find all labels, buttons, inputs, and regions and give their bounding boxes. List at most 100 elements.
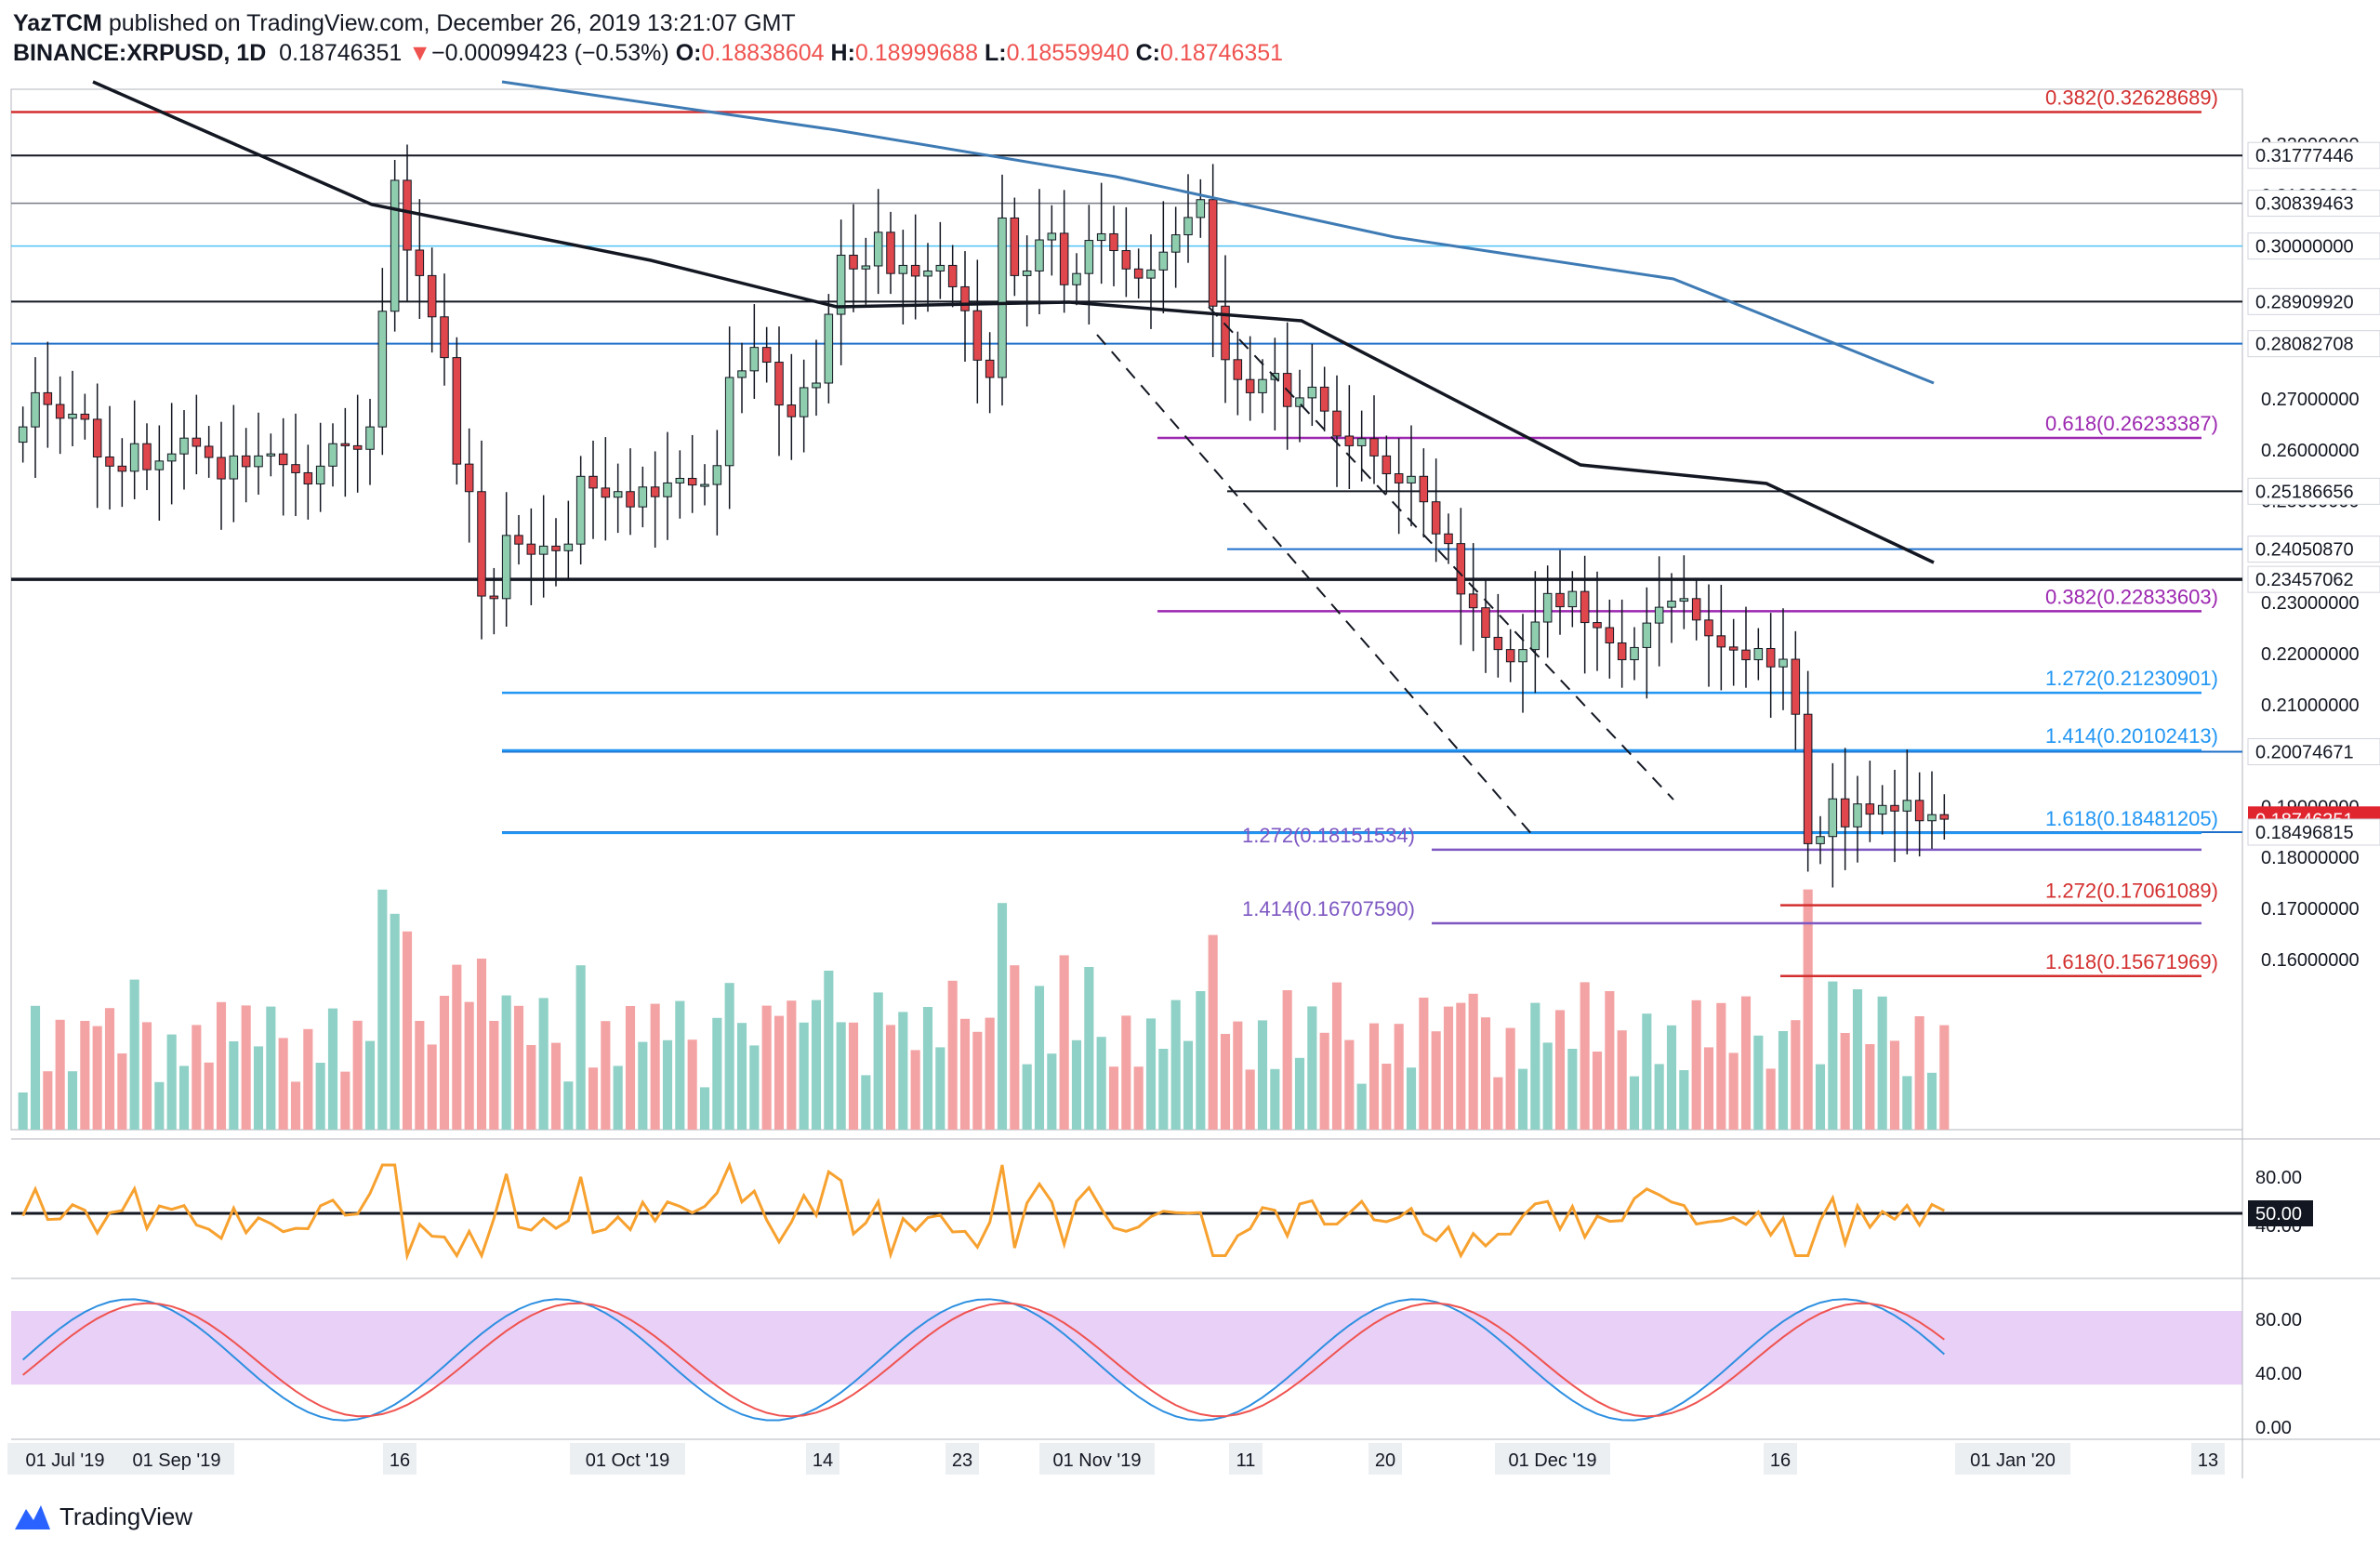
volume-bar (1865, 1044, 1875, 1130)
volume-bar (575, 965, 586, 1130)
volume-bar (1368, 1023, 1380, 1130)
volume-bar (80, 1021, 90, 1130)
price-tick-label: 0.26000000 (2261, 441, 2360, 461)
volume-bar (290, 1081, 301, 1130)
channel-line (1208, 306, 1674, 801)
x-tick-box (1039, 1443, 1155, 1475)
fib-label: 1.272(0.17061089) (2045, 880, 2218, 903)
stoch-tick-label: 80.00 (2255, 1310, 2302, 1331)
candle-body (675, 477, 685, 483)
candle-body (1530, 621, 1540, 651)
x-tick-label: 01 Nov '19 (1053, 1450, 1142, 1471)
volume-bar (1270, 1068, 1280, 1130)
volume-bar (811, 1000, 822, 1130)
rsi-tick-label: 80.00 (2255, 1168, 2302, 1188)
fib-label: 0.382(0.32628689) (2045, 86, 2218, 110)
candle-body (1245, 378, 1255, 393)
volume-bar (1778, 1031, 1789, 1130)
low-value: 0.18559940 (1006, 40, 1130, 66)
candle-body (799, 387, 809, 417)
volume-bar (1233, 1021, 1243, 1130)
level-label-box (2247, 287, 2380, 315)
candle-body (440, 316, 449, 359)
volume-bar (1517, 1068, 1528, 1130)
stoch-d-line (22, 1302, 1945, 1418)
tradingview-brand: TradingView (60, 1502, 193, 1530)
candle-body (1791, 658, 1801, 715)
volume-bar (1133, 1066, 1144, 1130)
candle-body (1084, 240, 1094, 274)
volume-bar (1691, 1000, 1701, 1130)
candle-body (1716, 635, 1726, 648)
candle-body (241, 455, 251, 468)
x-tick-label: 01 Dec '19 (1509, 1450, 1597, 1471)
volume-bar (1605, 991, 1615, 1130)
candle-body (960, 285, 970, 311)
volume-bar (266, 1006, 276, 1130)
volume-bar (1208, 934, 1218, 1130)
candle-body (464, 463, 474, 493)
author-name[interactable]: YazTCM (13, 10, 102, 36)
symbol-label[interactable]: BINANCE:XRPUSD, 1D (13, 40, 267, 66)
x-tick-label: 11 (1236, 1450, 1256, 1471)
candle-body (1221, 305, 1230, 361)
candle-body (1059, 232, 1069, 285)
fib-label: 1.618(0.18481205) (2045, 807, 2218, 830)
candle-body (1765, 648, 1776, 668)
volume-bar (204, 1062, 214, 1130)
volume-bar (712, 1017, 722, 1130)
volume-bar (402, 931, 413, 1130)
candle-body (1617, 642, 1627, 661)
x-tick-label: 01 Oct '19 (586, 1450, 670, 1471)
volume-bar (1852, 989, 1863, 1130)
chart-header-ohlc: BINANCE:XRPUSD, 1D 0.18746351 ▼−0.000994… (13, 39, 1283, 67)
volume-bar (1554, 1010, 1566, 1130)
candle-body (501, 535, 511, 600)
candle-body (1902, 800, 1912, 812)
volume-bar (761, 1005, 772, 1130)
volume-bar (972, 1031, 983, 1130)
fib-label: 1.272(0.18151534) (1242, 824, 1415, 847)
candle-body (1307, 386, 1317, 399)
candle-body (601, 487, 611, 498)
candle-body (1654, 606, 1664, 624)
volume-bar (1121, 1015, 1131, 1130)
candle-body (1356, 438, 1367, 446)
volume-bar (1840, 1033, 1850, 1130)
level-label: 0.30839463 (2255, 194, 2354, 215)
candle-body (935, 264, 945, 271)
volume-bar (1443, 1006, 1454, 1130)
x-tick-label: 16 (1770, 1450, 1791, 1471)
candle-body (452, 357, 462, 465)
stoch-k-line (22, 1298, 1945, 1422)
down-arrow-icon: ▼ (408, 40, 431, 66)
x-tick-box (1764, 1443, 1797, 1475)
volume-bar (885, 1025, 896, 1130)
x-tick-box (2191, 1443, 2225, 1475)
candle-body (650, 486, 660, 497)
level-label-box (2247, 190, 2380, 218)
candle-body (1035, 239, 1044, 271)
volume-bar (959, 1018, 971, 1130)
volume-bar (30, 1005, 41, 1130)
volume-bar (141, 1022, 152, 1130)
volume-bar (749, 1045, 760, 1130)
volume-bar (1431, 1031, 1441, 1130)
candle-body (217, 457, 226, 480)
candle-body (1481, 607, 1490, 638)
level-label: 0.20074671 (2255, 743, 2354, 763)
volume-bar (1282, 990, 1292, 1130)
volume-bar (1542, 1042, 1553, 1130)
volume-bar (787, 1000, 797, 1130)
volume-bar (910, 1050, 920, 1130)
candle-body (824, 313, 834, 384)
volume-bar (1356, 1083, 1367, 1130)
candle-body (774, 362, 784, 406)
volume-bar (1096, 1037, 1106, 1130)
candle-body (1580, 590, 1590, 624)
volume-bar (1022, 1064, 1032, 1130)
volume-bar (1294, 1057, 1305, 1130)
volume-bar (1382, 1064, 1392, 1130)
volume-bar (1803, 889, 1813, 1130)
